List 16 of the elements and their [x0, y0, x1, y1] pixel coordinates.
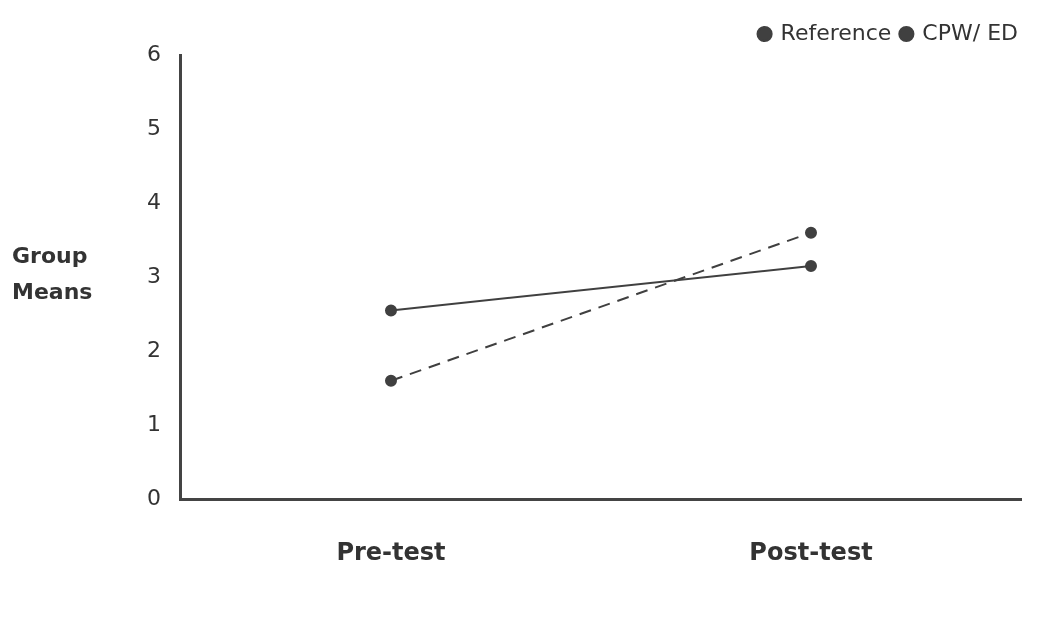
- y-tick-label: 2: [147, 336, 161, 362]
- y-axis-title: Group Means: [12, 242, 93, 304]
- y-tick-label: 1: [147, 410, 161, 436]
- x-tick-label: Pre-test: [336, 537, 446, 566]
- y-tick-label: 3: [147, 262, 161, 288]
- point: [805, 260, 817, 272]
- y-tick-label: 6: [147, 40, 161, 66]
- point: [385, 374, 397, 387]
- y-tick-label: 4: [147, 188, 161, 214]
- x-tick-label: Post-test: [749, 537, 873, 566]
- legend-label: Reference: [780, 19, 892, 45]
- y-tick-label: 5: [147, 114, 161, 140]
- y-tick-label: 0: [147, 484, 161, 510]
- point: [385, 304, 397, 317]
- point: [805, 226, 817, 239]
- legend-label: CPW/ ED: [922, 19, 1019, 45]
